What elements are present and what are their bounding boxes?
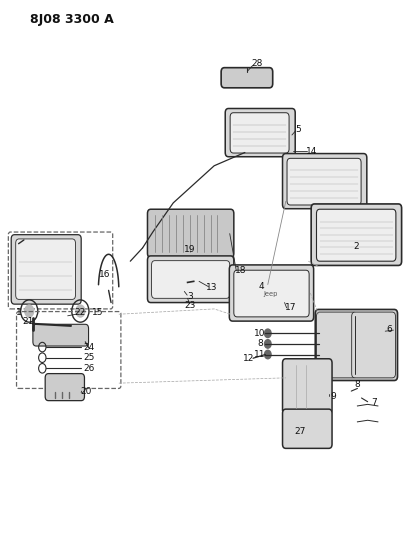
FancyBboxPatch shape — [147, 256, 234, 303]
Text: 25: 25 — [84, 353, 95, 362]
Text: 4: 4 — [258, 281, 264, 290]
Circle shape — [265, 350, 271, 359]
FancyBboxPatch shape — [11, 235, 81, 304]
Circle shape — [265, 329, 271, 337]
Text: 19: 19 — [184, 245, 195, 254]
FancyBboxPatch shape — [16, 239, 75, 300]
Text: 6: 6 — [386, 325, 392, 334]
Circle shape — [24, 304, 34, 318]
Circle shape — [75, 304, 86, 318]
Circle shape — [192, 276, 199, 286]
FancyBboxPatch shape — [316, 312, 357, 378]
FancyBboxPatch shape — [315, 310, 398, 381]
Circle shape — [179, 286, 186, 295]
Text: 20: 20 — [81, 386, 92, 395]
FancyBboxPatch shape — [283, 409, 332, 448]
Text: 21: 21 — [22, 317, 34, 326]
Text: 11: 11 — [254, 350, 266, 359]
Text: 1: 1 — [16, 308, 21, 317]
Text: 3: 3 — [187, 292, 193, 301]
FancyBboxPatch shape — [230, 113, 289, 153]
FancyBboxPatch shape — [147, 209, 234, 257]
FancyBboxPatch shape — [221, 68, 273, 88]
Text: 10: 10 — [254, 329, 266, 338]
Text: 8: 8 — [257, 340, 263, 349]
Text: 9: 9 — [330, 392, 336, 401]
Text: 16: 16 — [99, 270, 110, 279]
Text: 17: 17 — [286, 303, 297, 312]
FancyBboxPatch shape — [45, 374, 84, 401]
Text: 14: 14 — [306, 147, 317, 156]
Text: 8J08 3300 A: 8J08 3300 A — [30, 13, 114, 27]
Text: 12: 12 — [243, 354, 255, 364]
FancyBboxPatch shape — [33, 324, 89, 346]
FancyBboxPatch shape — [225, 109, 295, 157]
FancyBboxPatch shape — [234, 270, 309, 317]
Text: 23: 23 — [184, 301, 195, 310]
FancyBboxPatch shape — [283, 359, 332, 414]
Circle shape — [265, 340, 271, 348]
Text: 27: 27 — [295, 427, 306, 437]
Text: 26: 26 — [84, 364, 95, 373]
Text: 18: 18 — [235, 266, 246, 275]
Text: 2: 2 — [354, 242, 359, 251]
Text: 5: 5 — [295, 125, 301, 134]
Text: Jeep: Jeep — [263, 290, 277, 296]
Text: 13: 13 — [206, 283, 218, 292]
Text: 15: 15 — [92, 308, 104, 317]
FancyBboxPatch shape — [352, 312, 396, 378]
FancyBboxPatch shape — [152, 261, 230, 298]
Text: 22: 22 — [74, 308, 86, 317]
FancyBboxPatch shape — [287, 158, 361, 205]
FancyBboxPatch shape — [229, 265, 314, 321]
FancyBboxPatch shape — [316, 209, 396, 261]
Text: 7: 7 — [371, 398, 377, 407]
FancyBboxPatch shape — [283, 154, 367, 209]
Text: 8: 8 — [355, 380, 360, 389]
Text: 28: 28 — [251, 60, 263, 68]
Text: 24: 24 — [84, 343, 95, 352]
FancyBboxPatch shape — [311, 204, 402, 265]
